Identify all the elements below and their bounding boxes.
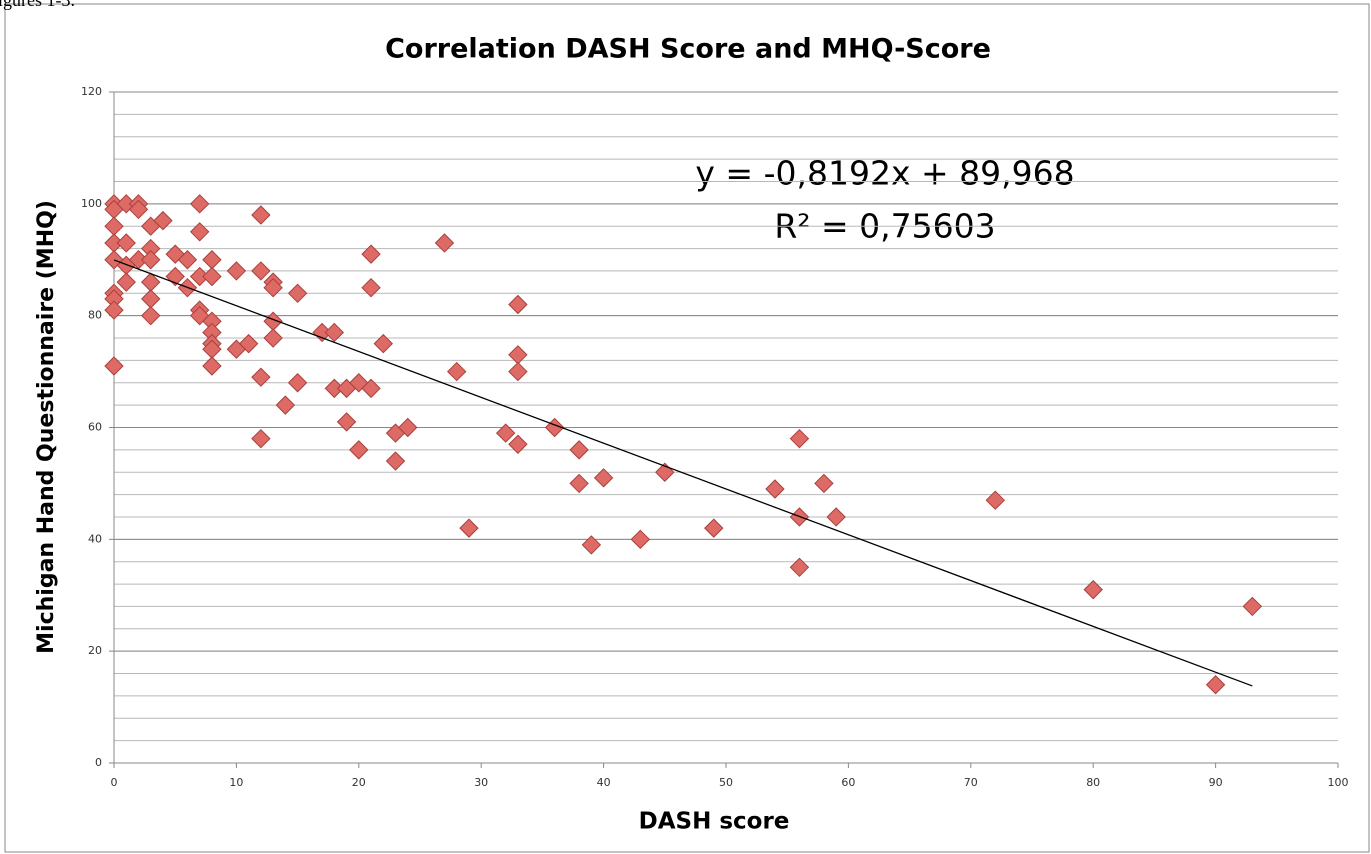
x-tick-label: 10: [229, 776, 243, 789]
point: [116, 233, 136, 253]
y-tick-label: 120: [81, 85, 102, 98]
point: [275, 395, 296, 415]
point: [826, 507, 846, 527]
point: [459, 518, 479, 538]
point: [287, 373, 308, 393]
point: [361, 244, 381, 264]
chart-title: Correlation DASH Score and MHQ-Score: [385, 34, 991, 65]
point: [202, 266, 222, 287]
x-tick-label: 40: [597, 776, 611, 789]
point: [349, 440, 369, 460]
x-tick-label: 70: [964, 776, 978, 789]
point: [361, 278, 381, 298]
point: [1205, 675, 1226, 695]
point: [398, 417, 418, 438]
point: [104, 356, 124, 376]
point: [434, 233, 455, 253]
point: [336, 412, 357, 432]
point: [508, 434, 528, 454]
point: [251, 367, 271, 387]
point: [141, 250, 161, 270]
point: [789, 428, 810, 449]
point: [177, 250, 198, 270]
point: [263, 278, 283, 298]
point: [569, 473, 589, 494]
point: [202, 356, 222, 376]
y-tick-label: 40: [88, 532, 102, 545]
x-axis-label: DASH score: [639, 809, 790, 835]
x-tick-label: 50: [719, 776, 733, 789]
y-tick-label: 80: [88, 309, 102, 322]
point: [985, 490, 1005, 510]
point: [287, 283, 308, 304]
point: [1242, 596, 1263, 617]
point: [593, 468, 614, 488]
point: [581, 535, 602, 555]
point: [238, 333, 259, 354]
point: [630, 529, 651, 550]
point: [789, 557, 810, 577]
point: [251, 261, 271, 281]
point: [361, 378, 381, 399]
point: [251, 428, 271, 449]
point: [495, 423, 516, 443]
point: [1083, 579, 1103, 600]
point: [128, 199, 149, 220]
x-tick-label: 90: [1209, 776, 1223, 789]
x-tick-label: 30: [474, 776, 488, 789]
point: [189, 194, 210, 214]
y-tick-label: 100: [81, 197, 102, 210]
point: [385, 451, 406, 471]
y-tick-label: 20: [88, 644, 102, 657]
point: [373, 333, 393, 354]
y-axis-label: Michigan Hand Questionnaire (MHQ): [34, 200, 59, 654]
point: [189, 222, 210, 242]
point: [104, 300, 124, 320]
point: [324, 322, 345, 343]
x-tick-label: 100: [1328, 776, 1349, 789]
trend-equation: y = -0,8192x + 89,968: [695, 154, 1074, 193]
point: [251, 205, 271, 225]
point: [447, 361, 467, 382]
point: [116, 272, 136, 292]
point: [704, 518, 724, 538]
x-tick-label: 80: [1086, 776, 1100, 789]
caption: Figures 1-3.: [0, 0, 75, 10]
point: [508, 294, 528, 315]
point: [508, 361, 528, 382]
trendline: [113, 259, 1253, 687]
point: [765, 479, 785, 499]
x-tick-label: 0: [111, 776, 118, 789]
x-tick-label: 20: [352, 776, 366, 789]
point: [153, 210, 173, 231]
point: [569, 440, 589, 460]
x-tick-label: 60: [841, 776, 855, 789]
point: [226, 261, 247, 281]
y-tick-label: 60: [88, 421, 102, 434]
point: [814, 473, 834, 494]
point: [141, 305, 161, 326]
point: [263, 328, 283, 348]
y-tick-label: 0: [95, 756, 102, 769]
